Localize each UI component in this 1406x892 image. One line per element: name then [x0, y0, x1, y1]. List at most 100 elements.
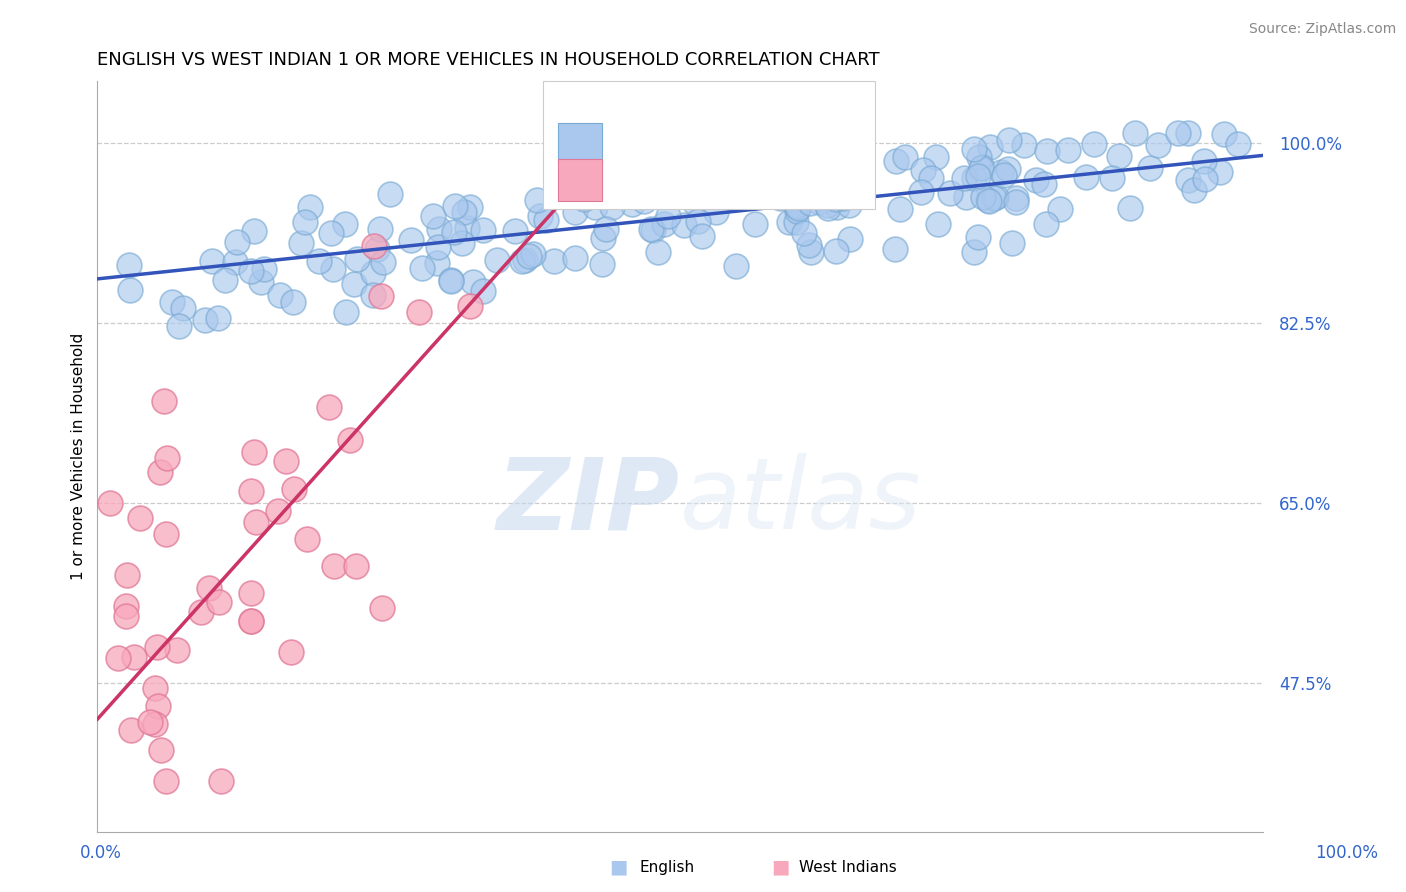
Point: [825, 244, 848, 259]
Point: [283, 483, 305, 497]
Point: [253, 262, 276, 277]
Point: [797, 238, 820, 252]
Point: [399, 233, 422, 247]
Point: [883, 242, 905, 256]
Y-axis label: 1 or more Vehicles in Household: 1 or more Vehicles in Household: [72, 334, 86, 581]
Point: [997, 161, 1019, 176]
Point: [690, 178, 713, 193]
Text: Source: ZipAtlas.com: Source: ZipAtlas.com: [1249, 22, 1396, 37]
Point: [893, 150, 915, 164]
Point: [458, 201, 481, 215]
Point: [911, 163, 934, 178]
Text: ENGLISH VS WEST INDIAN 1 OR MORE VEHICLES IN HOUSEHOLD CORRELATION CHART: ENGLISH VS WEST INDIAN 1 OR MORE VEHICLE…: [97, 51, 880, 69]
Point: [209, 774, 232, 789]
Point: [243, 445, 266, 459]
Point: [1167, 126, 1189, 140]
Point: [595, 221, 617, 235]
Point: [1177, 172, 1199, 186]
Point: [688, 186, 710, 200]
Point: [463, 275, 485, 289]
Point: [343, 277, 366, 291]
Point: [963, 170, 986, 185]
Point: [592, 231, 614, 245]
Point: [673, 219, 696, 233]
Point: [153, 393, 176, 408]
Text: 100.0%: 100.0%: [1316, 844, 1378, 862]
Point: [967, 150, 990, 164]
Point: [825, 192, 848, 206]
Point: [239, 615, 262, 629]
Point: [166, 642, 188, 657]
Point: [977, 194, 1000, 209]
Point: [1012, 137, 1035, 152]
Point: [522, 247, 544, 261]
Point: [640, 222, 662, 236]
Point: [143, 716, 166, 731]
Point: [1025, 173, 1047, 187]
Point: [443, 226, 465, 240]
Point: [744, 217, 766, 231]
Point: [198, 582, 221, 596]
Point: [371, 255, 394, 269]
Point: [1123, 126, 1146, 140]
Point: [769, 191, 792, 205]
Point: [1000, 236, 1022, 251]
Point: [828, 189, 851, 203]
Point: [243, 224, 266, 238]
Point: [963, 142, 986, 156]
Point: [889, 202, 911, 216]
Text: R = 0.301   N = 44: R = 0.301 N = 44: [613, 178, 785, 195]
Point: [143, 681, 166, 696]
Point: [824, 175, 846, 189]
Point: [100, 496, 122, 510]
Point: [1074, 169, 1097, 184]
Point: [977, 193, 1000, 207]
Point: [910, 185, 932, 199]
Point: [849, 168, 872, 182]
Point: [1036, 145, 1059, 159]
Point: [979, 140, 1001, 154]
Point: [966, 169, 988, 183]
Point: [600, 200, 623, 214]
Point: [1005, 192, 1028, 206]
Point: [683, 194, 706, 209]
Point: [194, 313, 217, 327]
Point: [440, 274, 463, 288]
Point: [118, 284, 141, 298]
FancyBboxPatch shape: [543, 81, 875, 209]
Point: [526, 193, 548, 207]
Text: ZIP: ZIP: [498, 453, 681, 550]
Point: [138, 714, 160, 729]
Point: [149, 743, 172, 757]
Point: [657, 209, 679, 223]
Point: [267, 503, 290, 517]
Point: [240, 586, 263, 600]
Point: [997, 133, 1019, 147]
Point: [564, 251, 586, 265]
Point: [122, 650, 145, 665]
Point: [128, 511, 150, 525]
Point: [529, 209, 551, 223]
Point: [146, 699, 169, 714]
Point: [280, 645, 302, 659]
Point: [785, 215, 807, 229]
Point: [208, 595, 231, 609]
Point: [207, 310, 229, 325]
Point: [1118, 201, 1140, 215]
Point: [953, 171, 976, 186]
Point: [298, 200, 321, 214]
Point: [160, 295, 183, 310]
Point: [120, 723, 142, 737]
Point: [564, 204, 586, 219]
Point: [471, 285, 494, 299]
Point: [443, 199, 465, 213]
Point: [779, 181, 801, 195]
Point: [363, 239, 385, 253]
Point: [295, 532, 318, 546]
Point: [800, 244, 823, 259]
Point: [155, 527, 177, 541]
Point: [107, 650, 129, 665]
Point: [290, 235, 312, 250]
Point: [318, 401, 340, 415]
Point: [269, 288, 291, 302]
